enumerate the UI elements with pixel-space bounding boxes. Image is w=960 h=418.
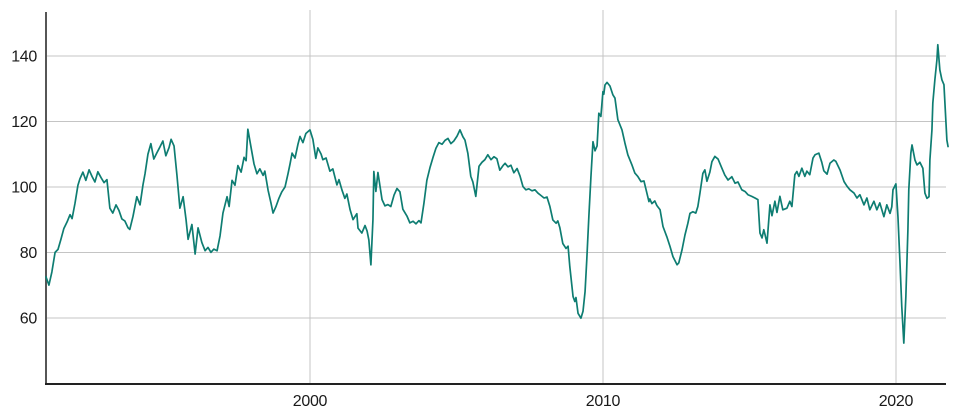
y-tick-label: 60 bbox=[20, 310, 38, 327]
x-tick-label: 2000 bbox=[293, 393, 328, 410]
series-line bbox=[45, 43, 949, 344]
y-tick-label: 140 bbox=[11, 48, 37, 65]
x-tick-label: 2010 bbox=[586, 393, 621, 410]
y-tick-label: 120 bbox=[11, 114, 37, 131]
x-tick-label: 2020 bbox=[879, 393, 914, 410]
y-tick-label: 80 bbox=[20, 245, 38, 262]
y-tick-label: 100 bbox=[11, 179, 37, 196]
